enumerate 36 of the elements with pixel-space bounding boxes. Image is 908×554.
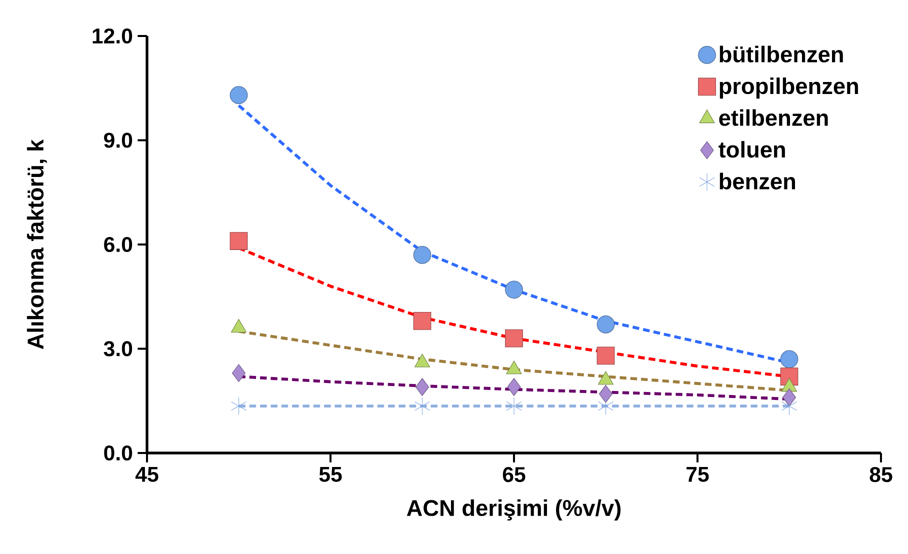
x-axis-title: ACN derişimi (%v/v)	[406, 499, 621, 521]
point	[506, 397, 522, 416]
y-tick-label: 12.0	[92, 28, 132, 44]
point	[415, 378, 430, 396]
point	[596, 315, 615, 334]
point	[413, 312, 432, 330]
point	[505, 329, 523, 348]
point	[507, 378, 521, 396]
point	[596, 346, 615, 365]
point	[230, 232, 248, 250]
point	[781, 397, 798, 416]
point	[230, 86, 248, 104]
point	[598, 397, 614, 416]
y-tick-label: 9.0	[104, 132, 132, 148]
legend-label: toluen	[718, 141, 785, 158]
x-tick-label: 85	[870, 467, 892, 482]
point	[598, 384, 613, 403]
point	[232, 364, 246, 382]
y-tick-label: 6.0	[104, 236, 132, 252]
x-tick-label: 45	[135, 467, 158, 482]
y-tick-label: 0.0	[104, 445, 132, 461]
point	[505, 280, 523, 299]
point	[230, 397, 247, 416]
point	[413, 246, 432, 264]
y-tick-label: 3.0	[104, 341, 132, 356]
x-tick-label: 65	[502, 467, 526, 482]
legend-label: bütilbenzen	[720, 46, 843, 62]
x-tick-label: 75	[686, 467, 709, 482]
point	[414, 397, 430, 416]
point	[782, 388, 796, 406]
legend-label: etilbenzen	[719, 109, 828, 126]
legend-label: propilbenzen	[720, 78, 858, 99]
y-axis-title: Alıkonma faktörü, k	[26, 139, 47, 350]
point	[780, 350, 798, 368]
x-tick-label: 55	[319, 467, 342, 482]
legend-label: benzen	[720, 172, 796, 190]
